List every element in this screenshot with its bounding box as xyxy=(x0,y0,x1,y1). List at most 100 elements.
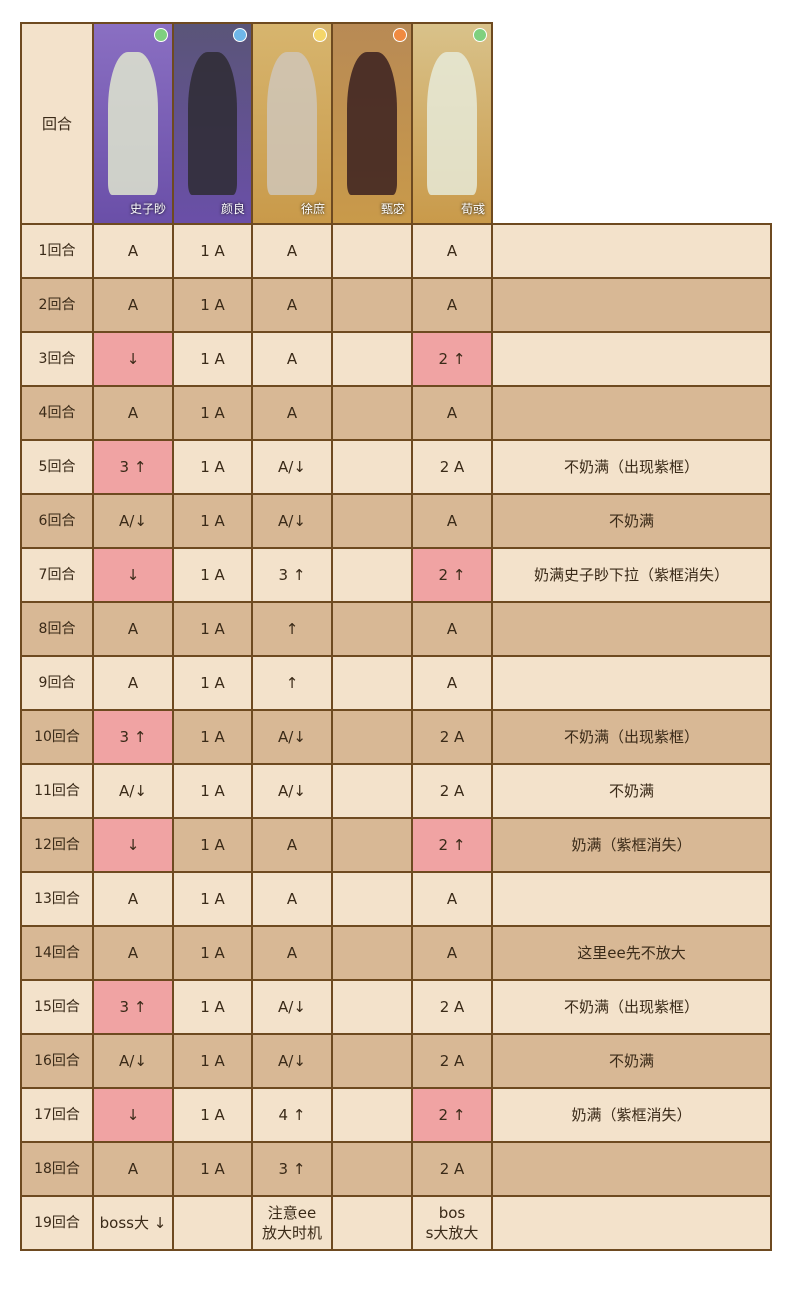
action-cell xyxy=(331,385,413,441)
action-cell: ↑ xyxy=(251,655,333,711)
action-cell xyxy=(331,331,413,387)
action-cell: 1 A xyxy=(172,439,253,495)
action-cell: 2 A xyxy=(411,1141,493,1197)
character-portrait: 徐庶 xyxy=(253,24,331,223)
element-icon xyxy=(393,28,407,42)
action-cell: 1 A xyxy=(172,601,253,657)
action-cell: A/↓ xyxy=(251,763,333,819)
action-cell: A xyxy=(411,223,493,279)
action-cell: 2 A xyxy=(411,763,493,819)
action-cell: A xyxy=(411,601,493,657)
action-cell: A xyxy=(251,223,333,279)
action-cell xyxy=(331,1087,413,1143)
character-name: 徐庶 xyxy=(300,202,325,216)
round-cell: 1回合 xyxy=(20,223,94,279)
character-name: 史子眇 xyxy=(129,202,166,216)
note-cell xyxy=(491,1195,772,1251)
table-row: 9回合 A 1 A ↑ A xyxy=(20,655,772,711)
character-card-1: 颜良 xyxy=(172,22,253,225)
action-cell: 1 A xyxy=(172,1033,253,1089)
action-cell: A/↓ xyxy=(251,439,333,495)
note-cell: 不奶满（出现紫框） xyxy=(491,979,772,1035)
note-cell xyxy=(491,331,772,387)
character-portrait: 颜良 xyxy=(174,24,251,223)
action-cell xyxy=(331,655,413,711)
action-cell: A/↓ xyxy=(251,1033,333,1089)
action-cell: A xyxy=(92,655,174,711)
action-cell: 1 A xyxy=(172,763,253,819)
note-cell: 这里ee先不放大 xyxy=(491,925,772,981)
character-name: 荀彧 xyxy=(460,202,485,216)
header-row: 回合 史子眇 颜良 徐庶 甄宓 荀彧 xyxy=(20,22,771,225)
note-cell xyxy=(491,385,772,441)
round-cell: 4回合 xyxy=(20,385,94,441)
action-cell: boss大 ↓ xyxy=(92,1195,174,1251)
character-card-4: 荀彧 xyxy=(411,22,493,225)
action-cell: A/↓ xyxy=(92,763,174,819)
table-row: 5回合 3 ↑ 1 A A/↓ 2 A 不奶满（出现紫框） xyxy=(20,439,772,495)
action-cell: A xyxy=(251,385,333,441)
table-row: 11回合 A/↓ 1 A A/↓ 2 A 不奶满 xyxy=(20,763,772,819)
element-icon xyxy=(473,28,487,42)
action-cell: A xyxy=(411,871,493,927)
round-cell: 19回合 xyxy=(20,1195,94,1251)
action-cell: 1 A xyxy=(172,547,253,603)
action-cell xyxy=(331,763,413,819)
note-cell: 奶满（紫框消失） xyxy=(491,1087,772,1143)
action-cell: 4 ↑ xyxy=(251,1087,333,1143)
note-cell: 奶满史子眇下拉（紫框消失） xyxy=(491,547,772,603)
character-portrait: 史子眇 xyxy=(94,24,172,223)
round-cell: 13回合 xyxy=(20,871,94,927)
note-cell xyxy=(491,655,772,711)
round-header: 回合 xyxy=(20,22,94,225)
action-cell: 2 ↑ xyxy=(411,547,493,603)
round-cell: 8回合 xyxy=(20,601,94,657)
action-cell xyxy=(331,1141,413,1197)
action-cell: A xyxy=(251,871,333,927)
character-card-3: 甄宓 xyxy=(331,22,413,225)
action-cell xyxy=(172,1195,253,1251)
rotation-table: 回合 史子眇 颜良 徐庶 甄宓 荀彧 1回合 A 1 A A A 2回合 A 1 A A A 3回合… xyxy=(20,22,772,1251)
round-cell: 5回合 xyxy=(20,439,94,495)
round-cell: 9回合 xyxy=(20,655,94,711)
action-cell xyxy=(331,547,413,603)
note-cell: 不奶满 xyxy=(491,763,772,819)
action-cell: A xyxy=(251,925,333,981)
action-cell xyxy=(331,925,413,981)
table-row: 8回合 A 1 A ↑ A xyxy=(20,601,772,657)
action-cell: 1 A xyxy=(172,817,253,873)
action-cell: ↓ xyxy=(92,331,174,387)
action-cell xyxy=(331,223,413,279)
character-card-0: 史子眇 xyxy=(92,22,174,225)
table-row: 14回合 A 1 A A A 这里ee先不放大 xyxy=(20,925,772,981)
action-cell xyxy=(331,1033,413,1089)
round-cell: 14回合 xyxy=(20,925,94,981)
action-cell: A/↓ xyxy=(251,493,333,549)
round-cell: 17回合 xyxy=(20,1087,94,1143)
round-cell: 10回合 xyxy=(20,709,94,765)
table-row: 16回合 A/↓ 1 A A/↓ 2 A 不奶满 xyxy=(20,1033,772,1089)
round-cell: 3回合 xyxy=(20,331,94,387)
action-cell: 1 A xyxy=(172,1141,253,1197)
note-cell: 不奶满（出现紫框） xyxy=(491,439,772,495)
action-cell xyxy=(331,277,413,333)
action-cell: bos s大放大 xyxy=(411,1195,493,1251)
action-cell: A xyxy=(92,385,174,441)
action-cell xyxy=(331,709,413,765)
action-cell: A xyxy=(411,925,493,981)
round-cell: 15回合 xyxy=(20,979,94,1035)
action-cell: A xyxy=(411,385,493,441)
table-row: 15回合 3 ↑ 1 A A/↓ 2 A 不奶满（出现紫框） xyxy=(20,979,772,1035)
action-cell: A xyxy=(411,493,493,549)
action-cell: 1 A xyxy=(172,979,253,1035)
action-cell: 3 ↑ xyxy=(251,547,333,603)
action-cell: A xyxy=(251,817,333,873)
action-cell: 2 A xyxy=(411,1033,493,1089)
action-cell: A xyxy=(92,601,174,657)
note-cell xyxy=(491,601,772,657)
